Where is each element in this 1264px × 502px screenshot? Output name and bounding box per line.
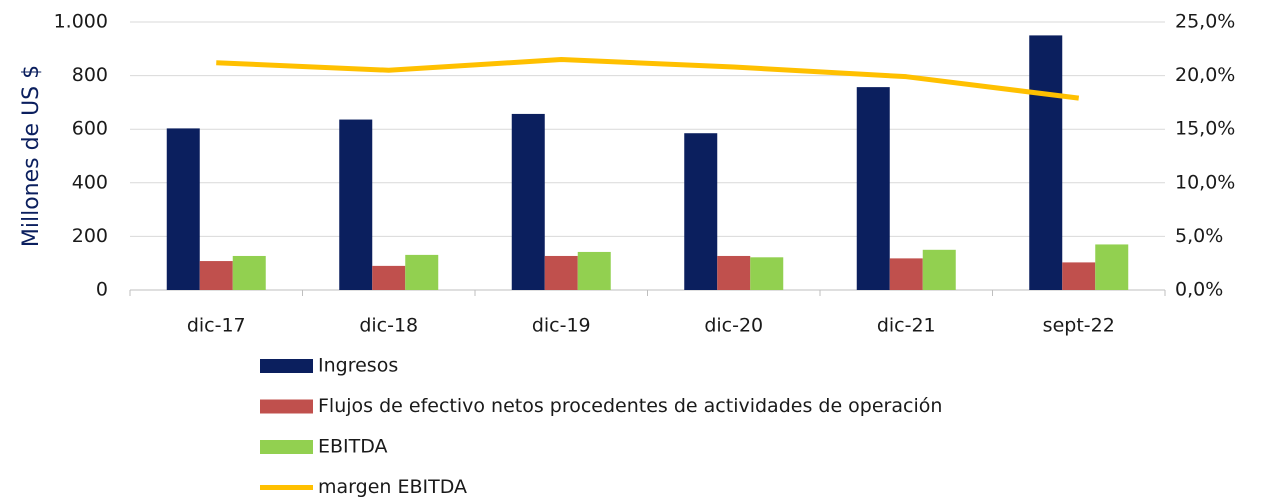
x-tick-label: dic-19	[532, 315, 591, 337]
legend-swatch	[260, 359, 313, 373]
bar	[750, 257, 784, 290]
y-tick-label: 400	[72, 171, 108, 193]
bar	[856, 87, 890, 291]
y2-tick-label: 25,0%	[1175, 11, 1235, 33]
x-tick-label: sept-22	[1043, 315, 1115, 337]
legend-swatch	[260, 399, 313, 414]
x-tick-label: dic-20	[704, 315, 763, 337]
bar	[922, 249, 956, 290]
line-series	[216, 57, 1080, 101]
legend-label: Ingresos	[318, 355, 398, 377]
bar	[511, 113, 545, 290]
legend-label: margen EBITDA	[318, 476, 467, 498]
bar	[717, 255, 751, 290]
bar	[544, 255, 578, 290]
bar	[577, 251, 611, 290]
y2-tick-label: 5,0%	[1175, 225, 1223, 247]
y2-tick-label: 0,0%	[1175, 279, 1223, 301]
y-tick-label: 1.000	[54, 11, 108, 33]
y2-tick-label: 15,0%	[1175, 118, 1235, 140]
y-tick-label: 600	[72, 118, 108, 140]
bar	[372, 265, 406, 290]
x-tick-label: dic-18	[359, 315, 418, 337]
legend-swatch	[260, 440, 313, 454]
x-tick-label: dic-17	[187, 315, 246, 337]
bar	[405, 254, 439, 290]
legend-label: EBITDA	[318, 436, 388, 458]
y-tick-label: 800	[72, 64, 108, 86]
bar	[166, 128, 200, 290]
bar	[1029, 35, 1063, 291]
bar	[339, 119, 373, 290]
bar	[1095, 244, 1129, 290]
legend-label: Flujos de efectivo netos procedentes de …	[318, 395, 942, 417]
bar	[889, 258, 923, 290]
bar	[232, 255, 266, 290]
y-axis-label: Millones de US $	[19, 65, 44, 247]
x-tick-label: dic-21	[877, 315, 936, 337]
bar	[684, 133, 718, 290]
bar	[199, 261, 233, 290]
y2-tick-label: 10,0%	[1175, 171, 1235, 193]
y-tick-label: 0	[96, 279, 108, 301]
y-tick-label: 200	[72, 225, 108, 247]
bar	[1062, 262, 1096, 290]
y2-tick-label: 20,0%	[1175, 64, 1235, 86]
